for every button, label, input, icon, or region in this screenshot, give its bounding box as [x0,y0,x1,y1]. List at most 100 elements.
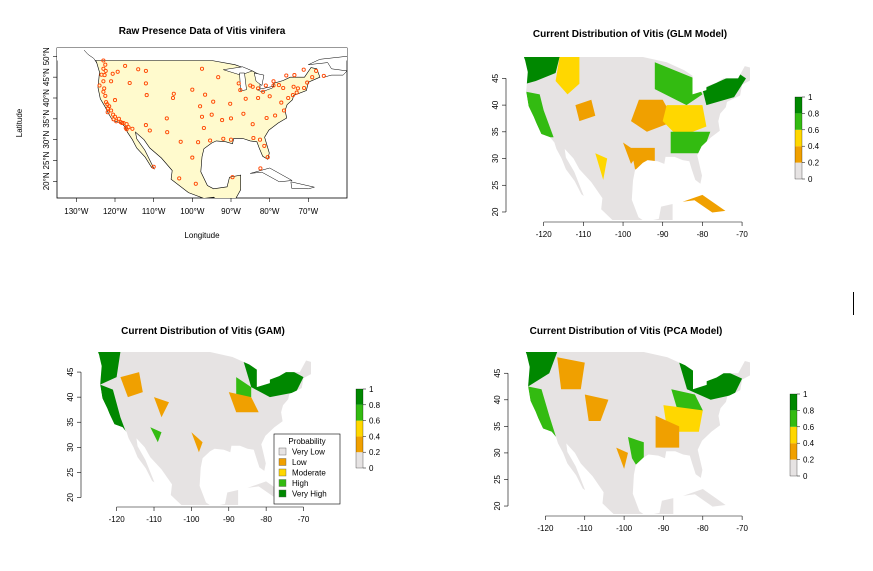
presence-point [271,79,276,84]
canada-coast [308,56,347,78]
glm-colorbar-label: 0 [808,175,813,184]
presence-point [236,81,241,86]
presence-point [110,71,115,76]
raw-y-tick-label: 30°N [42,131,51,149]
pca-x-tick-label: -90 [658,524,670,533]
hispaniola [290,181,315,190]
lake-huron [253,72,265,86]
presence-point [220,118,225,123]
gam-x-tick-label: -120 [109,515,126,524]
pca-x-tick-label: -70 [736,524,748,533]
lake-erie [256,85,275,93]
presence-point [279,100,284,105]
canada-area [57,48,347,61]
glm-panel: Current Distribution of Vitis (GLM Model… [491,29,820,239]
gam-chart-title: Current Distribution of Vitis (GAM) [121,326,285,337]
pca-colorbar-label: 0.4 [803,439,815,448]
gam-x-ticks: -120 -110 -100 -90 -80 -70 [109,506,310,524]
gam-colorbar: 0 0.2 0.4 0.6 0.8 1 [355,385,381,473]
presence-point [310,75,315,80]
glm-suitability-map [523,57,750,220]
presence-point [250,122,255,127]
presence-point [144,93,149,98]
gam-suitability-patch [154,397,169,418]
presence-point [261,89,266,94]
presence-point [241,111,246,116]
pca-colorbar-segment [790,394,797,411]
raw-y-tick-label: 50°N [42,47,51,65]
raw-x-tick-label: 90°W [221,207,241,216]
pca-x-tick-label: -80 [697,524,709,533]
gam-suitability-patch [191,432,203,453]
pca-colorbar-label: 0.8 [803,406,815,415]
glm-x-tick-label: -110 [576,230,592,239]
presence-point [294,90,299,95]
presence-point [230,175,235,180]
gam-y-tick-label: 20 [66,492,75,501]
glm-x-tick-label: -90 [657,230,669,239]
raw-basemap [57,48,347,198]
glm-suitability-patch [623,142,639,164]
pca-colorbar-segment [790,426,797,444]
separator-bar [853,292,854,315]
gam-legend-label: High [292,479,308,488]
raw-x-tick-label: 110°W [142,207,166,216]
glm-colorbar: 0 0.2 0.4 0.6 0.8 1 [794,93,820,184]
gam-x-tick-label: -100 [183,515,200,524]
gam-suitability-patch [228,392,259,413]
gam-legend: Probability Very LowLowModerateHighVery … [273,433,341,505]
raw-x-tick-label: 120°W [103,207,128,216]
presence-point [256,86,261,91]
presence-point [263,83,268,88]
gam-legend-swatch [278,489,287,498]
gam-legend-label: Very High [292,490,327,499]
gam-legend-swatch [278,458,287,466]
presence-point [105,110,110,115]
gam-suitability-patch [150,427,162,443]
gam-y-tick-label: 35 [66,417,75,426]
raw-y-ticks: 20°N 25°N 30°N 35°N 40°N 45°N 50°N [42,47,57,190]
presence-point [201,125,206,131]
presence-point [102,73,107,78]
pca-y-tick-label: 35 [493,421,502,430]
us-mexico-land [95,60,321,198]
pca-y-tick-label: 25 [493,474,502,483]
gam-y-tick-label: 25 [66,467,75,476]
presence-point [281,85,286,91]
presence-point [119,120,125,126]
pca-x-tick-label: -120 [537,524,554,533]
presence-point [305,80,310,85]
presence-point [136,67,141,72]
pca-colorbar-segment [790,410,797,427]
pca-suitability-map [525,352,750,514]
raw-panel: Raw Presence Data of Vitis vinifera 130°… [15,26,348,240]
presence-point [228,101,233,106]
raw-y-tick-label: 45°N [42,68,51,86]
glm-suitability-patch [631,99,675,132]
raw-x-axis-label: Longitude [184,231,220,240]
glm-colorbar-segment [795,162,802,179]
presence-point [109,108,114,113]
presence-point [151,164,156,169]
presence-point [143,123,148,128]
glm-suitability-patch [575,99,596,122]
gam-colorbar-label: 0.6 [369,417,381,426]
glm-x-tick-label: -70 [736,230,748,239]
glm-colorbar-label: 0.4 [808,142,820,151]
presence-point [97,83,102,88]
gam-colorbar-label: 0 [369,464,374,473]
presence-point [198,104,203,109]
presence-point [302,85,307,91]
presence-point [292,73,297,78]
glm-colorbar-segment [795,97,802,114]
presence-point [248,83,253,88]
presence-point [264,115,269,121]
gam-legend-label: Moderate [292,469,326,478]
pca-colorbar-segment [790,459,797,476]
pca-cuba [683,489,726,507]
presence-point [251,135,256,141]
presence-point [116,116,121,121]
raw-x-tick-label: 80°W [260,207,280,216]
presence-point [257,137,263,142]
